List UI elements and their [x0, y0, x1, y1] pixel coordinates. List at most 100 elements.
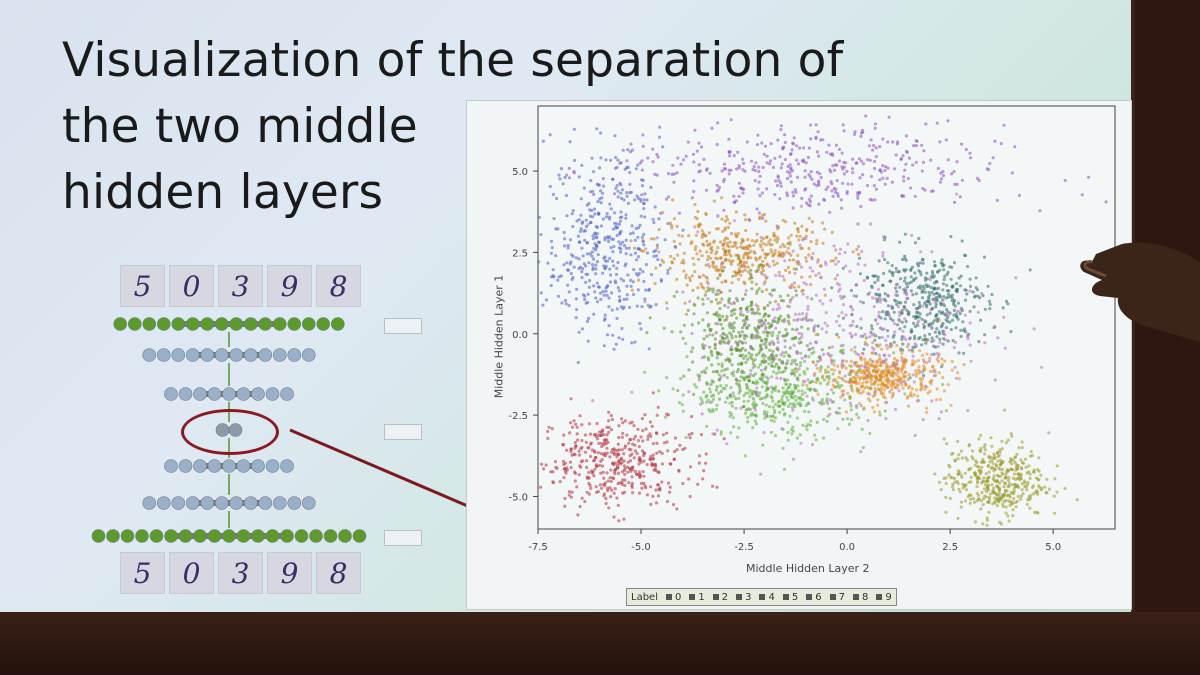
scatter-point [797, 162, 801, 166]
scatter-point [615, 455, 619, 459]
scatter-point [868, 431, 872, 435]
scatter-point [804, 161, 808, 165]
scatter-point [681, 447, 685, 452]
scatter-point [608, 280, 613, 284]
scatter-point [649, 502, 653, 506]
scatter-point [962, 362, 966, 367]
scatter-point [1012, 472, 1017, 476]
scatter-point [894, 282, 899, 287]
scatter-point [824, 262, 828, 267]
scatter-point [669, 224, 674, 228]
scatter-point [873, 126, 877, 130]
scatter-point [808, 341, 812, 345]
scatter-point [875, 360, 880, 364]
scatter-point [874, 187, 879, 191]
scatter-point [636, 255, 641, 259]
scatter-point [920, 370, 925, 374]
scatter-point [881, 392, 885, 396]
scatter-point [874, 318, 878, 322]
scatter-point [845, 417, 850, 421]
scatter-point [913, 271, 917, 275]
scatter-point [888, 344, 892, 348]
scatter-point [692, 392, 696, 396]
scatter-point [773, 411, 777, 415]
scatter-point [750, 356, 754, 360]
scatter-point [609, 413, 613, 418]
scatter-point [835, 179, 839, 183]
scatter-point [613, 279, 617, 283]
scatter-point [906, 342, 911, 346]
scatter-point [607, 217, 612, 221]
scatter-point [832, 259, 836, 263]
scatter-point [832, 244, 836, 248]
scatter-point [735, 271, 739, 275]
scatter-point [1011, 458, 1015, 462]
scatter-point [958, 195, 962, 199]
scatter-point [865, 183, 870, 188]
scatter-point [773, 234, 777, 238]
scatter-point [696, 230, 700, 234]
scatter-point [934, 398, 939, 402]
scatter-point [617, 222, 622, 226]
scatter-point [773, 365, 777, 369]
scatter-point [708, 400, 712, 405]
scatter-point [945, 283, 949, 287]
scatter-point [636, 288, 640, 292]
scatter-point [861, 130, 865, 134]
scatter-point [709, 247, 713, 251]
scatter-point [968, 501, 972, 505]
scatter-point [943, 338, 948, 342]
scatter-point [901, 342, 905, 346]
scatter-point [799, 246, 803, 250]
scatter-point [1017, 446, 1021, 450]
scatter-point [1010, 462, 1014, 466]
scatter-point [880, 347, 884, 351]
scatter-point [704, 188, 709, 192]
scatter-point [628, 459, 633, 463]
scatter-point [609, 468, 613, 472]
scatter-point [844, 161, 848, 165]
scatter-point [633, 238, 638, 242]
scatter-point [911, 163, 915, 167]
scatter-point [756, 381, 760, 385]
scatter-point [652, 220, 656, 225]
scatter-point [855, 324, 859, 328]
scatter-point [921, 304, 925, 308]
scatter-point [583, 297, 587, 302]
scatter-point [1020, 482, 1024, 486]
scatter-point [640, 486, 644, 490]
scatter-point [626, 470, 630, 474]
scatter-point [617, 295, 622, 299]
scatter-point [745, 383, 749, 387]
scatter-point [785, 176, 790, 181]
scatter-point [842, 295, 846, 299]
scatter-point [737, 267, 742, 271]
scatter-point [995, 496, 999, 501]
scatter-point [773, 357, 777, 361]
scatter-point [948, 320, 952, 324]
scatter-point [808, 347, 812, 352]
scatter-point [741, 264, 745, 268]
scatter-point [783, 345, 787, 349]
scatter-point [755, 291, 759, 296]
scatter-point [691, 256, 695, 260]
neuron-node [149, 529, 164, 543]
scatter-point [1016, 494, 1020, 499]
scatter-point [964, 488, 969, 492]
scatter-point [1028, 268, 1032, 272]
scatter-point [649, 185, 653, 189]
scatter-point [877, 353, 881, 357]
scatter-point [657, 483, 661, 487]
input-digit: 5 [120, 265, 165, 307]
scatter-point [754, 403, 758, 407]
scatter-point [766, 314, 771, 318]
scatter-point [672, 239, 676, 243]
scatter-point [808, 123, 813, 127]
scatter-point [1047, 487, 1052, 491]
scatter-point [979, 499, 984, 503]
neuron-node [185, 317, 200, 331]
scatter-point [938, 140, 942, 144]
scatter-point [849, 404, 853, 408]
scatter-point [950, 368, 954, 372]
scatter-point [654, 266, 658, 270]
